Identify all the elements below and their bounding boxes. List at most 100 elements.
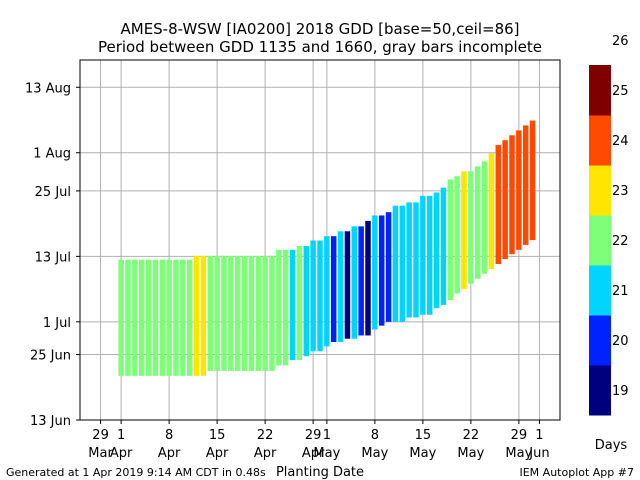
x-tick-label-month: Apr [302,446,325,461]
y-tick-label: 1 Jul [43,316,71,331]
x-tick-label-month: May [409,446,436,461]
bar [234,255,241,371]
bar [420,195,426,315]
bar [481,161,488,274]
x-tick-label-month: Jun [528,446,549,461]
bar [228,255,234,371]
colorbar-segment [589,265,611,316]
y-tick-label: 13 Jun [30,414,71,429]
bar [413,202,419,318]
colorbar-segment [589,215,611,266]
x-tick-label-day: 22 [257,428,274,443]
bar [310,240,316,352]
x-axis-label: Planting Date [276,465,364,480]
colorbar-segment [589,65,611,116]
x-tick-label-month: Apr [110,446,133,461]
y-tick-label: 13 Jul [35,250,71,265]
bar [474,166,481,279]
bar [317,240,323,352]
y-tick-label: 25 Jul [35,185,71,200]
bar [378,215,385,326]
bar [529,120,536,240]
colorbar-tick-label: 19 [612,384,629,399]
bar [495,145,502,264]
bar [399,205,406,322]
bars-group [118,120,536,376]
bar [276,249,282,366]
colorbar-tick-label: 23 [612,184,629,199]
colorbar-tick-label: 22 [612,234,629,249]
bar [132,259,138,376]
bar [180,259,186,376]
x-tick-label-month: May [361,446,388,461]
bar [255,255,262,371]
bar [330,236,337,342]
bar [152,259,159,376]
bar [186,259,193,376]
x-tick-label-month: Apr [254,446,277,461]
bar [118,259,124,376]
colorbar-segment [589,365,611,416]
x-tick-label-day: 22 [463,428,480,443]
bar [193,255,200,376]
colorbar-segment [589,115,611,166]
colorbar-tick-label: 25 [612,84,629,99]
bar [303,246,310,357]
bar [145,259,152,376]
bar [138,259,145,376]
bar [344,231,351,339]
x-tick-label-day: 29 [92,428,109,443]
bar [461,171,467,290]
bar [262,255,268,371]
bar [516,130,522,250]
bar [358,226,364,336]
x-tick-label-month: May [313,446,340,461]
bar [324,236,330,347]
bar [454,176,460,294]
colorbar-segment [589,165,611,216]
bar [488,153,495,269]
bar [372,215,378,330]
bar [433,192,440,309]
x-tick-label-month: Mar [88,446,113,461]
x-tick-label-day: 8 [165,428,173,443]
bar [296,246,303,360]
y-tick-label: 1 Aug [33,147,71,162]
chart-title-line2: Period between GDD 1135 and 1660, gray b… [98,38,542,56]
colorbar-tick-label: 21 [612,284,629,299]
bar [269,255,275,371]
x-tick-label-day: 29 [305,428,322,443]
bar [200,255,207,376]
bar [468,171,474,284]
footer-app: IEM Autoplot App #7 [519,466,634,479]
x-tick-label-day: 15 [209,428,226,443]
bar [502,140,508,260]
x-tick-label-month: Apr [158,446,181,461]
bar [248,255,255,371]
bar [509,135,515,255]
x-tick-label-day: 29 [511,428,528,443]
bar [385,212,392,322]
bar [125,259,131,376]
bar [426,195,433,315]
bar [173,259,179,376]
colorbar-title: Days [595,438,628,453]
bar [440,187,447,305]
x-tick-label-month: Apr [206,446,229,461]
grid-lines [80,60,560,421]
x-tick-label-month: May [505,446,532,461]
colorbar-segment [589,315,611,366]
bar [159,259,166,376]
x-tick-label-day: 15 [415,428,432,443]
footer-generated: Generated at 1 Apr 2019 9:14 AM CDT in 0… [6,466,266,479]
bar [406,202,412,318]
x-tick-label-day: 1 [117,428,125,443]
colorbar-tick-label: 20 [612,334,629,349]
bar [365,220,371,336]
colorbar: 19 20 21 22 23 24 25 26 [589,34,629,416]
bar [166,259,172,376]
bar [522,125,529,245]
x-tick-label-month: May [457,446,484,461]
y-axis-ticks: 13 Jun 25 Jun 1 Jul 13 Jul 25 Jul 1 Aug 13 Aug [25,81,80,429]
